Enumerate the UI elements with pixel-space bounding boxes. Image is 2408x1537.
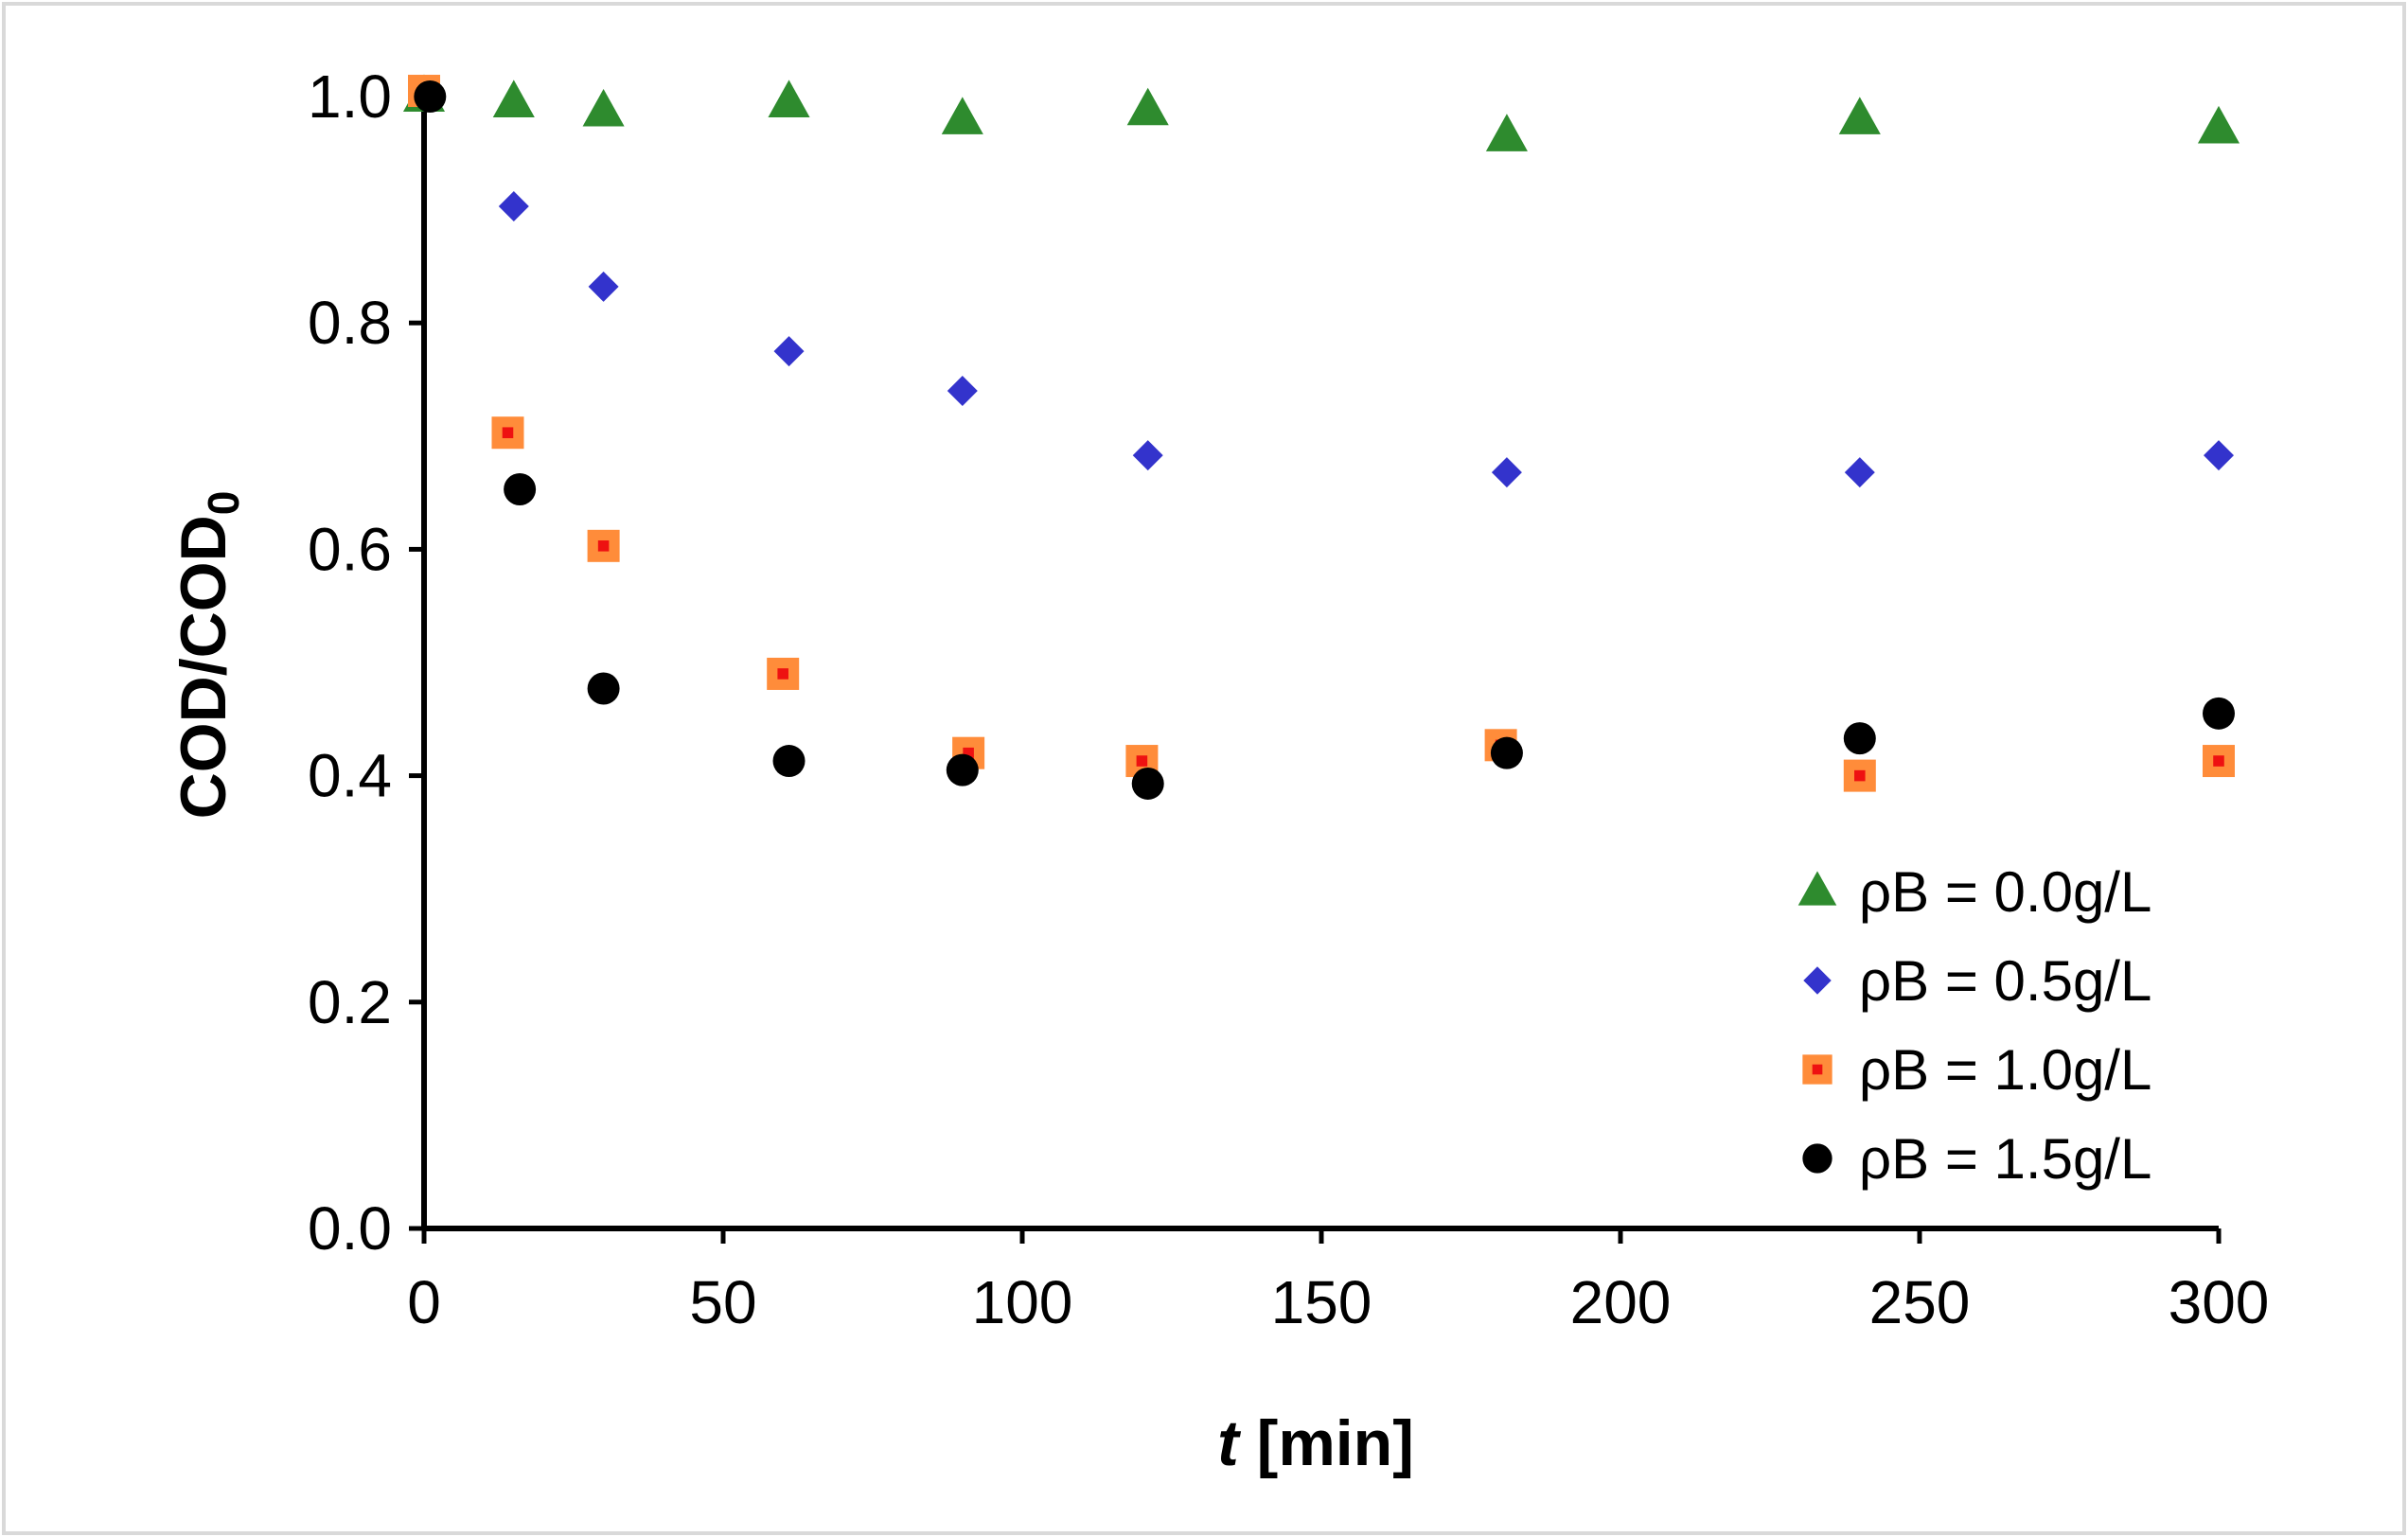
x-tick-label: 150 — [1271, 1268, 1372, 1336]
data-point-square-center — [502, 427, 514, 438]
legend-label: ρB = 0.0g/L — [1859, 860, 2151, 924]
series-circle — [414, 80, 2235, 800]
axes-group: 0.0 0.2 0.4 0.6 0.8 1.0 0 50 100 150 200 250 300 — [308, 62, 2269, 1336]
data-point-triangle — [1485, 114, 1528, 151]
y-tick-label: 0.0 — [308, 1194, 392, 1263]
x-tick-label: 250 — [1869, 1268, 1971, 1336]
data-point-square-center — [597, 540, 610, 552]
data-marks-group — [402, 74, 2240, 800]
y-tick-label: 0.4 — [308, 742, 392, 810]
x-tick-label: 100 — [972, 1268, 1073, 1336]
data-point-diamond — [2204, 440, 2234, 471]
data-point-circle — [946, 753, 979, 786]
data-point-diamond — [773, 336, 805, 367]
data-point-circle — [414, 80, 447, 113]
data-point-square-center — [963, 747, 974, 759]
data-point-square-center — [1136, 755, 1148, 767]
x-tick-label: 300 — [2169, 1268, 2270, 1336]
data-point-diamond — [1491, 457, 1522, 488]
data-point-circle — [2203, 697, 2235, 730]
x-tick-label: 0 — [407, 1268, 441, 1336]
data-point-square-center — [1854, 769, 1866, 782]
x-axis-title: t [min] — [1217, 1407, 1414, 1479]
data-point-circle — [1490, 736, 1523, 769]
data-point-diamond — [1132, 440, 1163, 471]
x-axis-title-italic: t — [1217, 1407, 1241, 1479]
y-tick-label: 0.2 — [308, 968, 392, 1036]
y-tick-label: 0.6 — [308, 515, 392, 583]
legend-marker-triangle — [1797, 871, 1837, 906]
x-tick-label: 50 — [689, 1268, 756, 1336]
legend-marker-diamond — [1803, 966, 1832, 995]
data-point-circle — [1843, 722, 1876, 755]
data-point-circle — [1131, 767, 1164, 800]
y-tick-label: 0.8 — [308, 289, 392, 357]
x-axis-title-unit: [min] — [1239, 1407, 1414, 1479]
data-point-triangle — [492, 80, 535, 117]
data-point-diamond — [1844, 457, 1875, 488]
y-tick-label: 1.0 — [308, 62, 392, 131]
data-point-diamond — [588, 271, 619, 302]
series-diamond — [498, 191, 2234, 488]
legend-marker-square-center — [1812, 1064, 1823, 1075]
y-axis-title-subscript: 0 — [199, 491, 248, 516]
data-point-square-center — [777, 668, 788, 680]
legend: ρB = 0.0g/L ρB = 0.5g/L ρB = 1.0g/L ρB = 1.… — [1797, 860, 2151, 1191]
data-point-triangle — [1838, 97, 1881, 134]
data-point-triangle — [1126, 87, 1169, 126]
data-point-triangle — [768, 80, 810, 117]
y-axis-title-main: COD/COD — [168, 515, 239, 819]
data-point-diamond — [498, 191, 529, 222]
data-point-square-center — [2213, 755, 2224, 767]
legend-label: ρB = 1.5g/L — [1859, 1127, 2151, 1191]
legend-marker-circle — [1802, 1143, 1833, 1174]
data-point-triangle — [582, 88, 625, 127]
data-point-circle — [504, 473, 537, 506]
data-point-triangle — [941, 97, 983, 134]
data-point-triangle — [2197, 105, 2240, 144]
legend-label: ρB = 0.5g/L — [1859, 949, 2151, 1013]
data-point-diamond — [947, 375, 978, 406]
series-triangle — [402, 74, 2240, 151]
x-tick-label: 200 — [1570, 1268, 1672, 1336]
y-axis-title: COD/COD0 — [168, 491, 248, 820]
legend-label: ρB = 1.0g/L — [1859, 1038, 2151, 1102]
data-point-circle — [772, 745, 806, 778]
data-point-circle — [587, 672, 620, 705]
